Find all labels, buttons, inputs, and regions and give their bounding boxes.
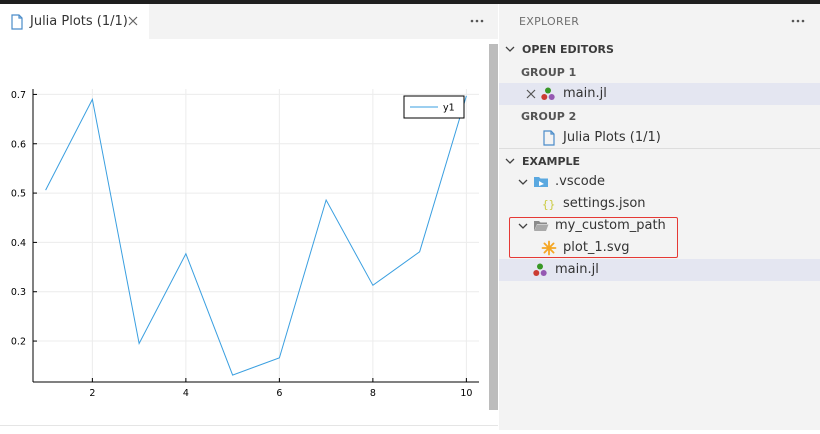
group-1-label: GROUP 1 — [521, 66, 577, 79]
group-2-label: GROUP 2 — [521, 110, 577, 123]
chart-axes — [32, 89, 479, 383]
file-label: main.jl — [563, 86, 607, 101]
x-tick-label: 2 — [89, 388, 95, 399]
section-divider — [499, 148, 820, 149]
x-tick-label: 6 — [276, 388, 282, 399]
tab-label: Julia Plots (1/1) — [30, 14, 128, 29]
vertical-scrollbar[interactable] — [489, 44, 498, 410]
legend-label: y1 — [443, 103, 455, 114]
section-label: OPEN EDITORS — [522, 42, 614, 56]
section-label: EXAMPLE — [522, 154, 581, 168]
file-icon — [11, 13, 23, 30]
x-tick-label: 4 — [183, 388, 189, 399]
file-label: main.jl — [555, 262, 599, 277]
y-tick-label: 0.3 — [11, 287, 26, 298]
chevron-down-icon — [505, 46, 515, 52]
editor-group: Julia Plots (1/1) 2 4 6 8 10 0.2 0.3 0.4 0.5 0.6 0… — [0, 4, 498, 430]
highlight-box — [509, 217, 678, 258]
close-icon[interactable] — [523, 86, 539, 102]
close-icon[interactable] — [125, 13, 141, 29]
line-chart: 2 4 6 8 10 0.2 0.3 0.4 0.5 0.6 0.7 y1 — [11, 89, 479, 399]
y-tick-label: 0.6 — [11, 139, 26, 150]
tab-julia-plots[interactable]: Julia Plots (1/1) — [0, 4, 150, 39]
folder-my-custom-path[interactable]: my_custom_path — [499, 215, 820, 237]
file-label: settings.json — [563, 196, 646, 211]
window-top-bar — [0, 0, 820, 4]
y-tick-label: 0.5 — [11, 189, 26, 200]
open-editor-julia-plots[interactable]: Julia Plots (1/1) — [499, 127, 820, 149]
open-editor-main-jl[interactable]: main.jl — [499, 83, 820, 105]
folder-vscode[interactable]: .vscode — [499, 171, 820, 193]
more-actions-icon[interactable] — [787, 13, 809, 29]
chevron-down-icon — [518, 223, 528, 229]
file-label: Julia Plots (1/1) — [563, 130, 661, 145]
file-label: plot_1.svg — [563, 240, 630, 255]
explorer-title: EXPLORER — [519, 15, 580, 28]
folder-open-icon — [534, 221, 549, 231]
y-tick-label: 0.4 — [11, 238, 26, 249]
folder-label: my_custom_path — [555, 218, 666, 233]
more-actions-icon[interactable] — [466, 13, 488, 29]
chart-ticks: 2 4 6 8 10 0.2 0.3 0.4 0.5 0.6 0.7 — [11, 90, 473, 399]
y-tick-label: 0.7 — [11, 90, 26, 101]
tab-strip: Julia Plots (1/1) — [0, 4, 498, 39]
file-icon — [543, 130, 555, 146]
x-tick-label: 8 — [370, 388, 376, 399]
file-plot-svg[interactable]: plot_1.svg — [499, 237, 820, 259]
open-editors-header[interactable]: OPEN EDITORS — [499, 38, 820, 60]
folder-label: .vscode — [555, 174, 605, 189]
svg-file-icon — [541, 240, 557, 256]
series-line-y1 — [45, 95, 467, 376]
file-settings-json[interactable]: {} settings.json — [499, 193, 820, 215]
chart-legend: y1 — [403, 95, 465, 119]
chart-series — [45, 95, 467, 376]
x-tick-label: 10 — [460, 388, 472, 399]
plot-pane: 2 4 6 8 10 0.2 0.3 0.4 0.5 0.6 0.7 y1 — [0, 39, 490, 430]
vscode-folder-icon — [534, 177, 548, 187]
julia-file-icon — [533, 263, 547, 276]
chart-grid — [33, 89, 479, 382]
workspace-header[interactable]: EXAMPLE — [499, 150, 820, 172]
julia-file-icon — [541, 87, 555, 100]
chevron-down-icon — [505, 158, 515, 164]
chevron-down-icon — [518, 179, 528, 185]
json-icon: {} — [542, 198, 555, 211]
svg-text:{}: {} — [542, 198, 555, 211]
editor-divider — [0, 425, 498, 426]
file-main-jl[interactable]: main.jl — [499, 259, 820, 281]
y-tick-label: 0.2 — [11, 337, 26, 348]
